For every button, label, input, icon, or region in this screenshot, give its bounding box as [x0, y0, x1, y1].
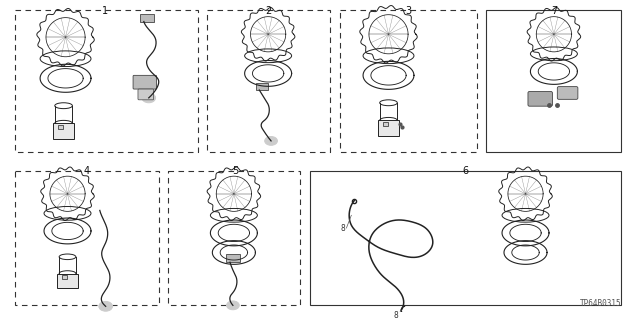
Bar: [168, 171, 300, 305]
Bar: [62, 275, 67, 279]
Ellipse shape: [142, 93, 156, 103]
Bar: [310, 171, 621, 305]
Bar: [58, 273, 77, 288]
Bar: [383, 122, 388, 126]
Bar: [53, 123, 74, 139]
Text: 4: 4: [84, 167, 90, 176]
Bar: [486, 10, 621, 152]
Text: 8: 8: [340, 224, 345, 233]
FancyBboxPatch shape: [133, 75, 157, 89]
Ellipse shape: [227, 301, 239, 310]
Bar: [207, 10, 330, 152]
Bar: [15, 10, 198, 152]
Text: 8: 8: [394, 311, 399, 319]
FancyBboxPatch shape: [528, 92, 552, 106]
Bar: [257, 83, 268, 90]
Text: 2: 2: [265, 6, 271, 16]
Bar: [378, 120, 399, 136]
Bar: [15, 171, 159, 305]
Text: TP64B0315: TP64B0315: [580, 299, 621, 308]
Bar: [340, 10, 477, 152]
Ellipse shape: [99, 301, 113, 311]
FancyBboxPatch shape: [557, 87, 578, 99]
Ellipse shape: [265, 137, 277, 145]
Text: 3: 3: [405, 6, 411, 16]
Text: 1: 1: [102, 6, 108, 16]
Text: 5: 5: [232, 167, 238, 176]
Text: 6: 6: [463, 167, 469, 176]
FancyBboxPatch shape: [138, 89, 154, 100]
Text: 7: 7: [551, 6, 557, 16]
Bar: [58, 125, 63, 129]
Bar: [140, 14, 154, 21]
Bar: [226, 255, 240, 262]
